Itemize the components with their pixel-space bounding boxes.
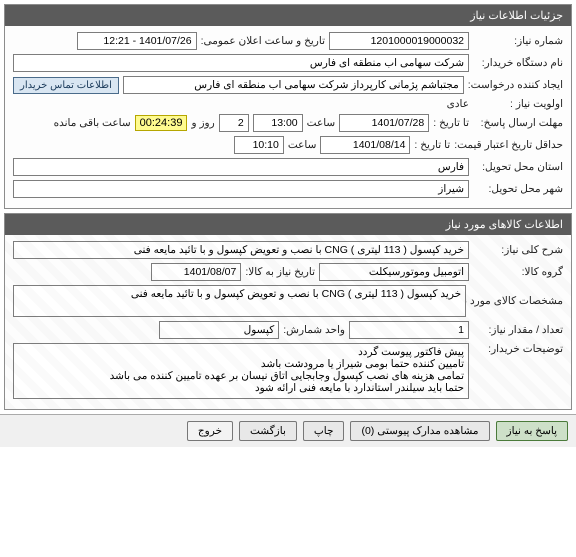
field-deadline-remain: 00:24:39: [135, 115, 188, 131]
exit-button[interactable]: خروج: [187, 421, 233, 441]
field-desc: خرید کپسول ( 113 لیتری ) CNG با نصب و تع…: [13, 241, 469, 259]
panel2-body: شرح کلی نیاز: خرید کپسول ( 113 لیتری ) C…: [5, 235, 571, 409]
field-announce: 1401/07/26 - 12:21: [77, 32, 197, 50]
label-buyer: نام دستگاه خریدار:: [473, 57, 563, 69]
label-deadline-dayslbl: روز و: [191, 117, 214, 129]
view-attachments-button[interactable]: مشاهده مدارک پیوستی (0): [350, 421, 489, 441]
label-deadline-time: ساعت: [307, 117, 336, 129]
label-deadline: مهلت ارسال پاسخ:: [473, 117, 563, 129]
row-qty: تعداد / مقدار نیاز: 1 واحد شمارش: کپسول: [13, 321, 563, 339]
label-validity-to: تا تاریخ :: [414, 139, 450, 151]
label-group: گروه کالا:: [473, 266, 563, 278]
field-unit: کپسول: [159, 321, 279, 339]
field-city: شیراز: [13, 180, 469, 198]
row-deadline: مهلت ارسال پاسخ: تا تاریخ : 1401/07/28 س…: [13, 114, 563, 132]
row-req-no: شماره نیاز: 1201000019000032 تاریخ و ساع…: [13, 32, 563, 50]
label-deadline-remainlbl: ساعت باقی مانده: [54, 117, 131, 129]
label-desc: شرح کلی نیاز:: [473, 244, 563, 256]
label-buyernote: توضیحات خریدار:: [473, 343, 563, 355]
panel2-header: اطلاعات کالاهای مورد نیاز: [5, 214, 571, 235]
label-req-no: شماره نیاز:: [473, 35, 563, 47]
panel1-header: جزئیات اطلاعات نیاز: [5, 5, 571, 26]
field-creator: مجتباشم پژمانی کارپرداز شرکت سهامی اب من…: [123, 76, 464, 94]
field-spec: خرید کپسول ( 113 لیتری ) CNG با نصب و تع…: [13, 285, 466, 317]
label-city: شهر محل تحویل:: [473, 183, 563, 195]
field-qty: 1: [349, 321, 469, 339]
value-priority: عادی: [447, 98, 469, 110]
field-deadline-date: 1401/07/28: [339, 114, 429, 132]
respond-button[interactable]: پاسخ به نیاز: [496, 421, 568, 441]
label-creator: ایجاد کننده درخواست:: [468, 79, 563, 91]
field-validity-time: 10:10: [234, 136, 284, 154]
field-province: فارس: [13, 158, 469, 176]
row-group: گروه کالا: اتومبیل وموتورسیکلت تاریخ نیا…: [13, 263, 563, 281]
back-button[interactable]: بازگشت: [239, 421, 297, 441]
label-spec: مشخصات کالای مورد نیاز:: [470, 295, 563, 307]
panel1-body: شماره نیاز: 1201000019000032 تاریخ و ساع…: [5, 26, 571, 208]
label-unit: واحد شمارش:: [283, 324, 345, 336]
label-announce: تاریخ و ساعت اعلان عمومی:: [201, 35, 325, 47]
buyer-contact-button[interactable]: اطلاعات تماس خریدار: [13, 77, 119, 94]
field-buyer: شرکت سهامی اب منطقه ای فارس: [13, 54, 469, 72]
field-deadline-days: 2: [219, 114, 249, 132]
row-creator: ایجاد کننده درخواست: مجتباشم پژمانی کارپ…: [13, 76, 563, 94]
label-province: استان محل تحویل:: [473, 161, 563, 173]
field-validity-date: 1401/08/14: [320, 136, 410, 154]
field-needdate: 1401/08/07: [151, 263, 241, 281]
goods-info-panel: اطلاعات کالاهای مورد نیاز شرح کلی نیاز: …: [4, 213, 572, 410]
row-validity: حداقل تاریخ اعتبار قیمت: تا تاریخ : 1401…: [13, 136, 563, 154]
field-deadline-time: 13:00: [253, 114, 303, 132]
footer-bar: پاسخ به نیاز مشاهده مدارک پیوستی (0) چاپ…: [0, 414, 576, 447]
field-buyernote: پیش فاکتور پیوست گردد تامیین کننده حتما …: [13, 343, 469, 399]
label-needdate: تاریخ نیاز به کالا:: [245, 266, 315, 278]
label-deadline-to: تا تاریخ :: [433, 117, 469, 129]
need-details-panel: جزئیات اطلاعات نیاز شماره نیاز: 12010000…: [4, 4, 572, 209]
row-city: شهر محل تحویل: شیراز: [13, 180, 563, 198]
row-buyernote: توضیحات خریدار: پیش فاکتور پیوست گردد تا…: [13, 343, 563, 399]
field-req-no: 1201000019000032: [329, 32, 469, 50]
row-buyer: نام دستگاه خریدار: شرکت سهامی اب منطقه ا…: [13, 54, 563, 72]
row-spec: مشخصات کالای مورد نیاز: خرید کپسول ( 113…: [13, 285, 563, 317]
print-button[interactable]: چاپ: [303, 421, 345, 441]
label-priority: اولویت نیاز :: [473, 98, 563, 110]
field-group: اتومبیل وموتورسیکلت: [319, 263, 469, 281]
label-validity-time: ساعت: [288, 139, 317, 151]
row-priority: اولویت نیاز : عادی: [13, 98, 563, 110]
row-desc: شرح کلی نیاز: خرید کپسول ( 113 لیتری ) C…: [13, 241, 563, 259]
label-qty: تعداد / مقدار نیاز:: [473, 324, 563, 336]
row-province: استان محل تحویل: فارس: [13, 158, 563, 176]
label-validity: حداقل تاریخ اعتبار قیمت:: [454, 139, 563, 151]
